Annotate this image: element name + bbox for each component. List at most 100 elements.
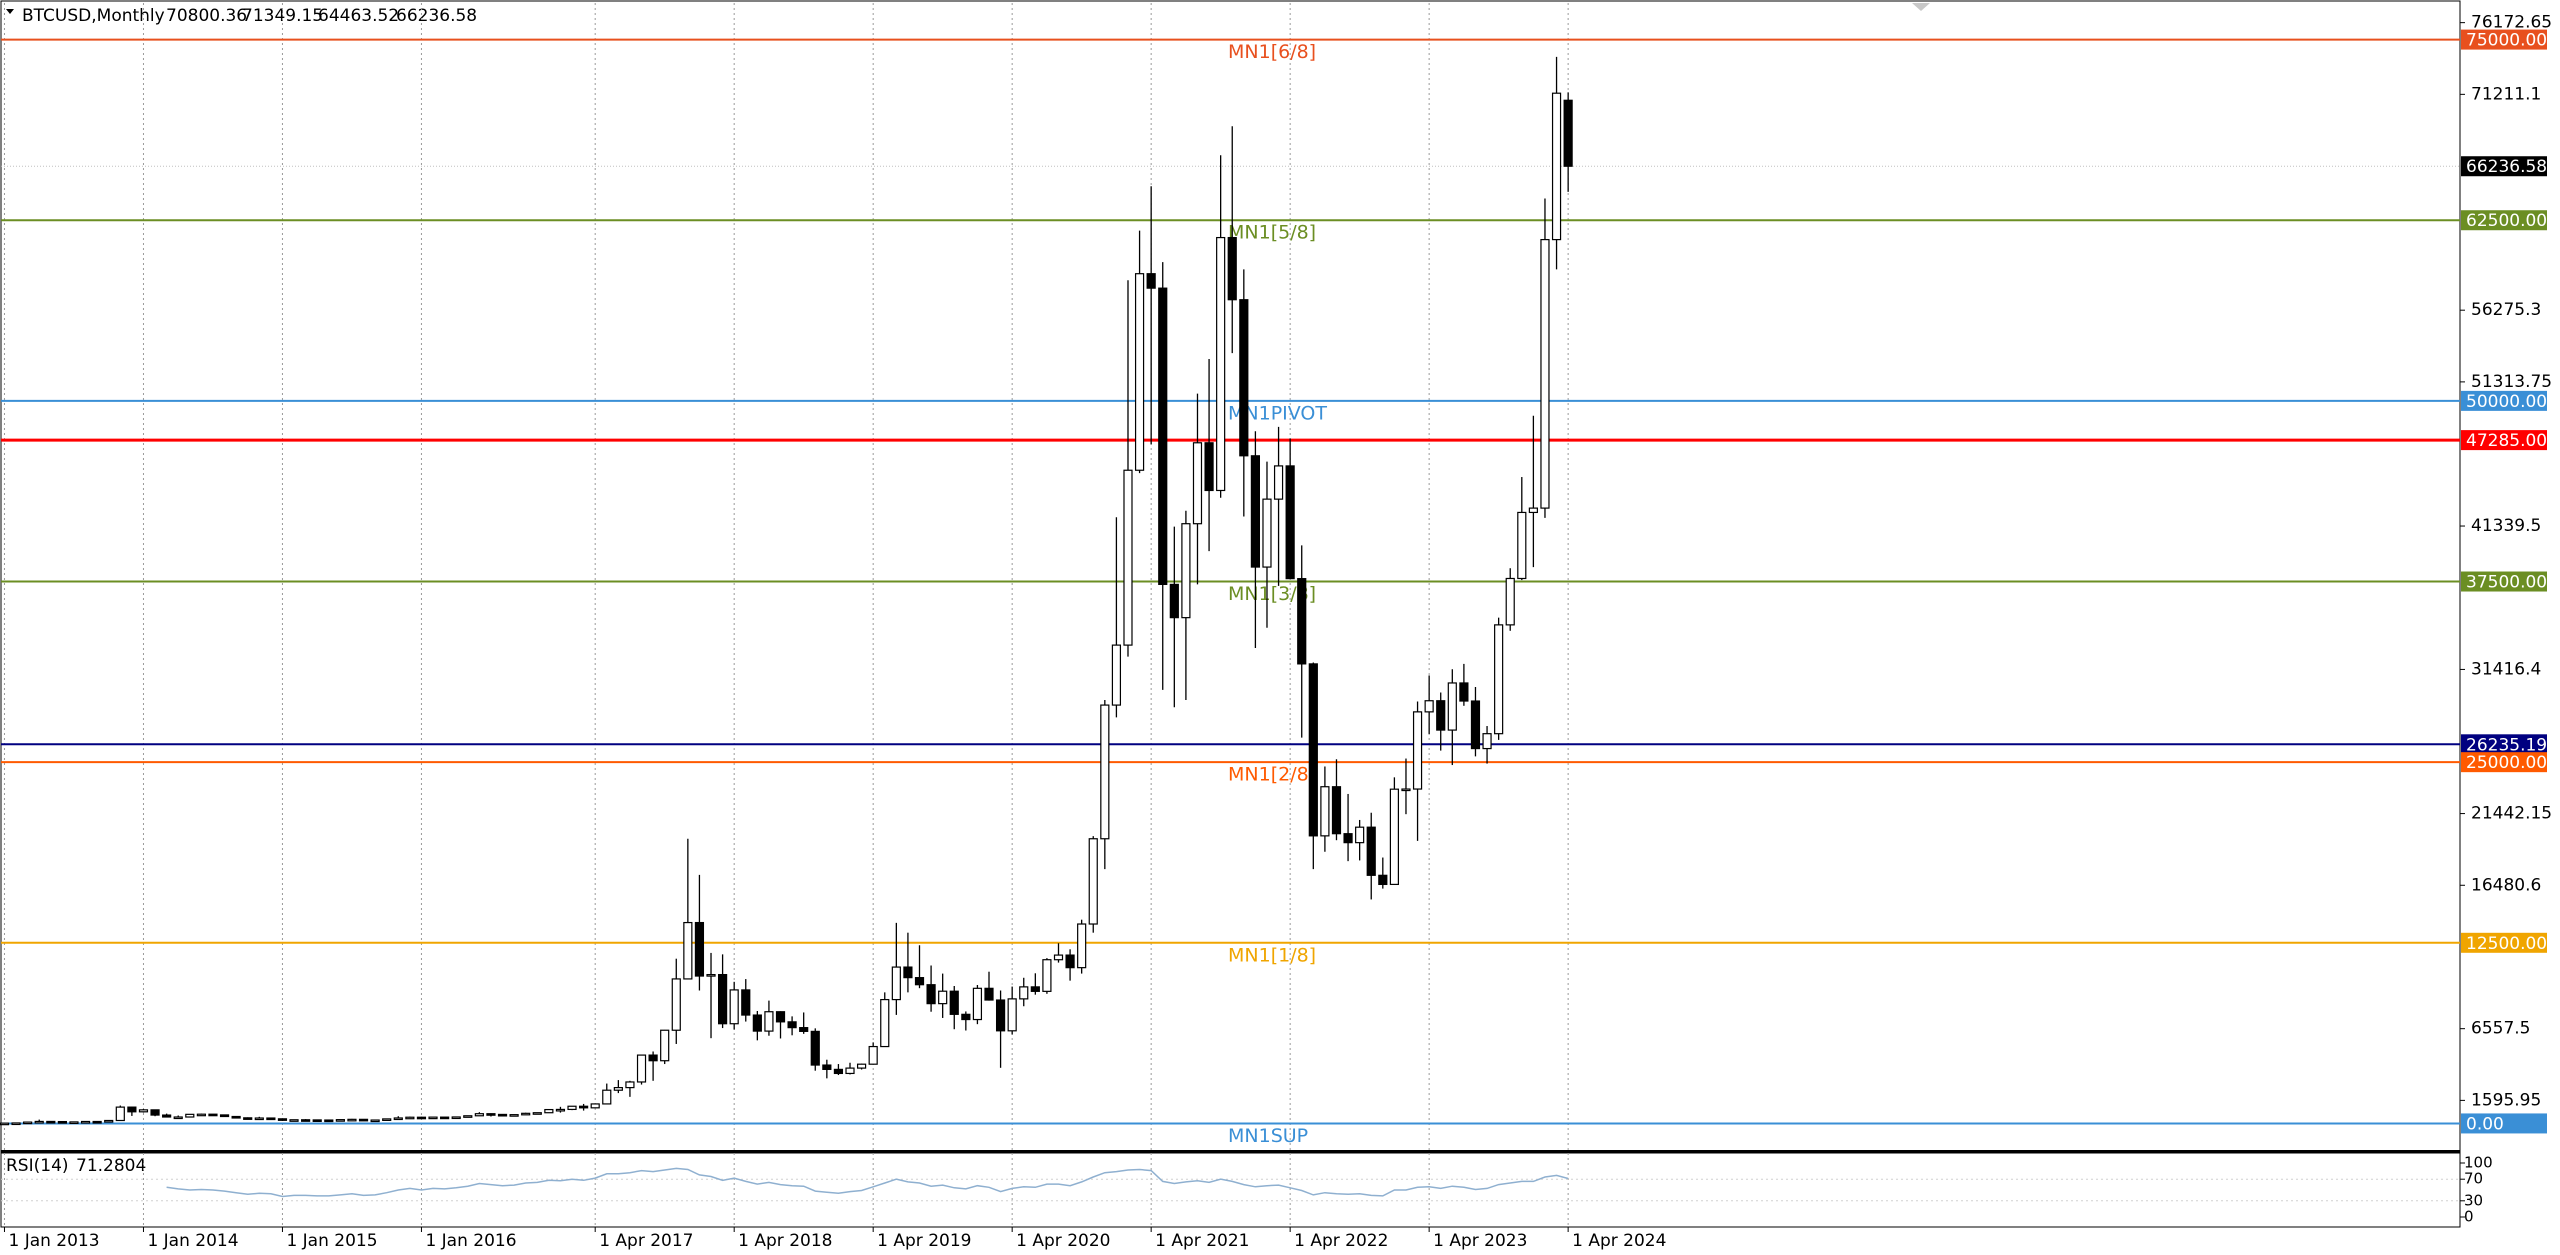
candle-body [509, 1114, 519, 1117]
candle-body [1528, 507, 1538, 514]
candle-body [301, 1119, 311, 1122]
main-pane-frame [0, 0, 2461, 1153]
candle-body [938, 990, 948, 1005]
candle-body [1019, 986, 1029, 1000]
y-tick-label: 16480.6 [2471, 875, 2541, 895]
candle-body [196, 1113, 206, 1117]
scroll-marker[interactable] [1912, 3, 1930, 11]
price-box [2461, 210, 2547, 231]
candle-body [984, 987, 994, 1001]
y-tick-label: 21442.15 [2471, 804, 2552, 824]
candle-body [822, 1064, 832, 1070]
candle-body [799, 1027, 809, 1032]
candle-body [1389, 788, 1399, 886]
candle-body [1540, 238, 1550, 509]
candle-body [810, 1030, 820, 1066]
y-tick-label: 6557.5 [2471, 1019, 2530, 1039]
candle-body [764, 1011, 774, 1032]
price-box-label: 62500.00 [2466, 211, 2547, 231]
x-tick-label: 1 Apr 2021 [1155, 1231, 1249, 1251]
candle-body [1250, 455, 1261, 568]
candle-body [729, 989, 739, 1025]
candle-body [1320, 786, 1330, 837]
candle-body [138, 1109, 149, 1113]
candle-body [1216, 236, 1226, 492]
candle-body [718, 973, 728, 1025]
level-label: MN1PIVOT [1228, 402, 1327, 424]
candle-body [602, 1089, 612, 1105]
candle-body [1355, 826, 1365, 844]
candle-body [1273, 465, 1284, 500]
candle-body [1343, 833, 1353, 844]
candle-body [787, 1021, 797, 1029]
candle-body [949, 990, 959, 1015]
rsi-y-tick-label: 0 [2464, 1208, 2474, 1226]
candle-body [173, 1116, 183, 1120]
candle-body [1459, 682, 1469, 702]
candle-body [405, 1116, 415, 1120]
candle-body [416, 1116, 427, 1120]
header-close: 66236.58 [396, 6, 477, 26]
level-label: MN1[3/8] [1228, 583, 1316, 605]
candle-body [972, 987, 983, 1021]
candle-body [1412, 711, 1423, 790]
candle-body [683, 921, 693, 980]
candle-body [532, 1112, 542, 1115]
rsi-line [166, 1167, 1569, 1198]
candle-body [474, 1113, 484, 1117]
x-tick-label: 1 Apr 2020 [1016, 1231, 1110, 1251]
x-tick-label: 1 Jan 2016 [425, 1231, 516, 1251]
candle-body [393, 1117, 403, 1121]
candle-body [1146, 273, 1156, 289]
price-box-label: 25000.00 [2466, 753, 2547, 773]
menu-triangle[interactable] [6, 9, 14, 14]
candle-body [370, 1119, 380, 1123]
candle-body [1551, 92, 1562, 241]
candle-body [69, 1121, 79, 1125]
rsi-label: RSI(14) [6, 1156, 69, 1176]
candle-body [926, 984, 936, 1005]
y-tick-label: 41339.5 [2471, 516, 2541, 536]
rsi-y-tick-label: 100 [2464, 1154, 2493, 1172]
candle-body [1007, 998, 1017, 1032]
candle-body [115, 1106, 125, 1122]
price-box [2461, 1113, 2547, 1134]
candle-body [11, 1122, 21, 1126]
candle-body [324, 1119, 334, 1123]
candle-body [914, 977, 925, 986]
candle-body [428, 1116, 438, 1120]
candle-body [243, 1117, 253, 1120]
price-box-label: 26235.19 [2466, 735, 2547, 755]
candle-body [891, 966, 901, 1001]
candle-body [555, 1108, 566, 1112]
candle-body [1436, 700, 1446, 731]
candle-body [335, 1119, 345, 1122]
y-tick-label: 1595.95 [2471, 1090, 2541, 1110]
candle-body [1181, 523, 1191, 619]
level-label: MN1SUP [1228, 1125, 1308, 1147]
candle-body [440, 1116, 450, 1120]
candle-body [1065, 954, 1075, 969]
price-box-label: 0.00 [2466, 1114, 2504, 1134]
candle-body [1470, 700, 1481, 750]
price-box [2461, 390, 2547, 411]
candle-body [1100, 704, 1110, 840]
y-tick-label: 71211.1 [2471, 84, 2541, 104]
price-box [2461, 29, 2547, 50]
symbol-title: BTCUSD,Monthly [22, 6, 165, 26]
candle-body [1077, 923, 1087, 969]
candle-body [1308, 663, 1318, 837]
y-tick-label: 51313.75 [2471, 372, 2552, 392]
candle-body [46, 1120, 56, 1124]
x-tick-label: 1 Jan 2013 [8, 1231, 99, 1251]
price-box-label: 75000.00 [2466, 31, 2547, 51]
candle-body [775, 1011, 786, 1023]
candle-body [1494, 624, 1504, 735]
candle-body [254, 1117, 264, 1121]
candle-body [1088, 838, 1098, 925]
candle-body [1227, 236, 1237, 301]
candle-body [579, 1105, 589, 1109]
candle-body [856, 1063, 867, 1069]
candle-body [1239, 299, 1249, 457]
